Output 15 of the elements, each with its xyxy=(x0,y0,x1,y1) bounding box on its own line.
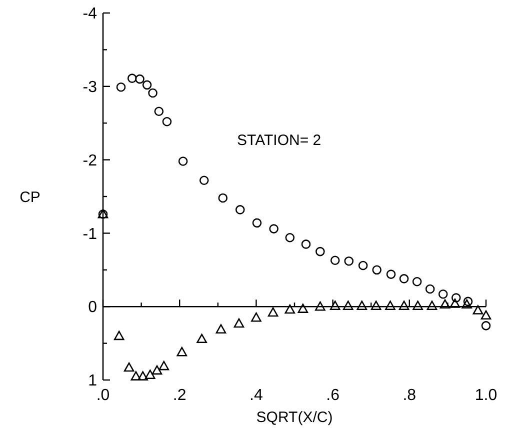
y-tick-label: -4 xyxy=(82,6,98,23)
annotation: STATION= 2 xyxy=(237,132,322,150)
x-tick-label: .0 xyxy=(96,387,110,404)
y-tick-label: 0 xyxy=(88,299,98,316)
x-tick-label: .6 xyxy=(326,387,340,404)
y-tick-label: 1 xyxy=(88,372,98,390)
x-tick-label: .2 xyxy=(172,387,186,404)
x-tick-label: .8 xyxy=(402,387,416,404)
x-tick-label: 1.0 xyxy=(474,387,498,404)
x-axis-title: SQRT(X/C) xyxy=(256,409,333,426)
y-axis-title: CP xyxy=(20,188,40,206)
x-tick-label: .4 xyxy=(250,387,263,404)
y-tick-label: -1 xyxy=(82,226,98,243)
y-tick-label: -3 xyxy=(82,79,98,96)
y-tick-label: -2 xyxy=(82,152,98,170)
